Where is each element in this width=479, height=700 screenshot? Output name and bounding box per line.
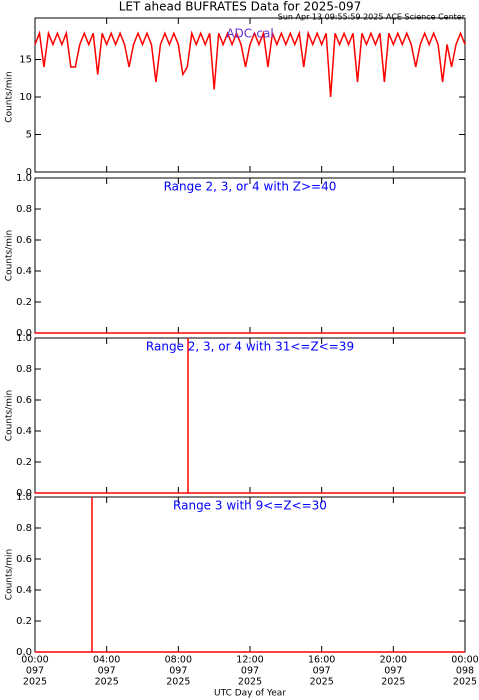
x-axis-label: UTC Day of Year [214, 689, 286, 699]
y-tick-label: 0.6 [16, 395, 32, 406]
y-axis-label: Counts/min [5, 390, 15, 441]
annotation: ADC-cal [226, 27, 273, 41]
data-line [35, 338, 465, 494]
y-axis-label: Counts/min [5, 71, 15, 122]
x-tick-label: 098 [456, 666, 474, 677]
x-tick-label: 2025 [166, 677, 190, 688]
y-tick-label: 1.0 [16, 333, 32, 344]
y-tick-label: 0.0 [16, 488, 32, 499]
x-tick-label: 12:00 [236, 655, 263, 666]
y-tick-label: 0.8 [16, 364, 32, 375]
x-tick-label: 097 [98, 666, 116, 677]
x-tick-label: 097 [241, 666, 259, 677]
y-tick-label: 0.0 [16, 328, 32, 339]
annotation: Range 2, 3, or 4 with 31<=Z<=39 [146, 340, 354, 354]
chart-subtitle: Sun Apr 13 09:55:59 2025 ACE Science Cen… [278, 13, 466, 22]
plot-frame [34, 177, 466, 334]
annotation: Range 3 with 9<=Z<=30 [173, 499, 327, 513]
x-tick-label: 20:00 [380, 655, 407, 666]
y-tick-label: 15 [19, 55, 32, 66]
y-tick-label: 0.8 [16, 204, 32, 215]
y-tick-label: 0.2 [16, 457, 32, 468]
annotation: Range 2, 3, or 4 with Z>=40 [164, 180, 337, 194]
y-tick-label: 0.2 [16, 297, 32, 308]
y-tick-label: 0.6 [16, 554, 32, 565]
x-tick-label: 04:00 [93, 655, 120, 666]
x-tick-label: 08:00 [165, 655, 192, 666]
data-line [35, 497, 465, 653]
plot-frame [34, 496, 466, 653]
y-tick-label: 5 [26, 130, 32, 141]
y-tick-label: 0 [26, 167, 32, 178]
y-axis-label: Counts/min [5, 230, 15, 281]
y-tick-label: 0.2 [16, 616, 32, 627]
y-tick-label: 0.4 [16, 266, 32, 277]
y-tick-label: 0.4 [16, 426, 32, 437]
y-tick-label: 1.0 [16, 173, 32, 184]
data-line [34, 30, 466, 98]
x-tick-label: 2025 [238, 677, 262, 688]
plot-frame [34, 337, 466, 494]
x-tick-label: 00:00 [451, 655, 478, 666]
x-tick-label: 2025 [95, 677, 119, 688]
x-tick-label: 2025 [381, 677, 405, 688]
y-tick-label: 0.8 [16, 523, 32, 534]
y-tick-label: 10 [19, 92, 32, 103]
x-tick-label: 2025 [310, 677, 334, 688]
x-tick-label: 00:00 [21, 655, 48, 666]
x-tick-label: 16:00 [308, 655, 335, 666]
x-tick-label: 097 [169, 666, 187, 677]
chart-title: LET ahead BUFRATES Data for 2025-097 [119, 0, 361, 14]
x-tick-label: 097 [313, 666, 331, 677]
x-tick-label: 097 [384, 666, 402, 677]
y-tick-label: 1.0 [16, 492, 32, 503]
x-tick-label: 097 [26, 666, 44, 677]
y-axis-label: Counts/min [5, 549, 15, 600]
y-tick-label: 0.4 [16, 585, 32, 596]
y-tick-label: 0.6 [16, 235, 32, 246]
x-tick-label: 2025 [453, 677, 477, 688]
x-tick-label: 2025 [23, 677, 47, 688]
y-tick-label: 0.0 [16, 647, 32, 658]
